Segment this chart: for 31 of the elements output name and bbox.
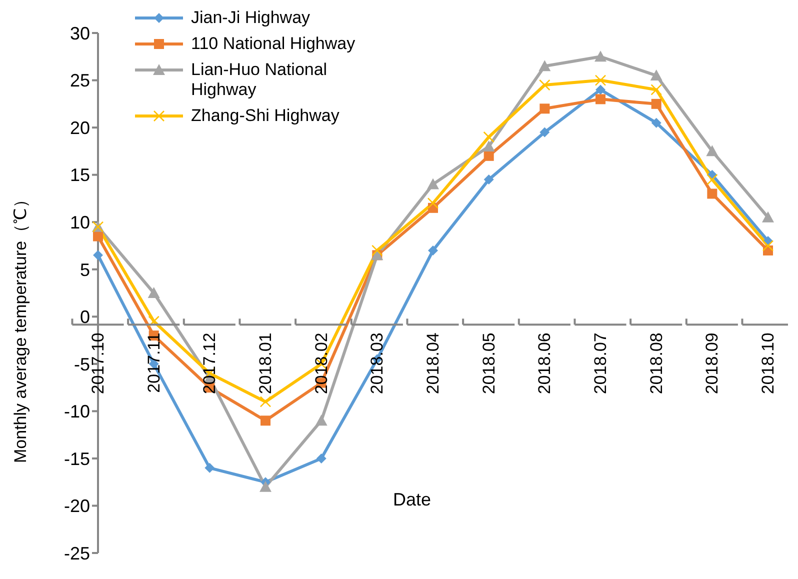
y-axis-title: Monthly average temperature（℃） (11, 190, 30, 463)
x-axis-title: Date (393, 490, 432, 510)
legend-label: 110 National Highway (191, 34, 356, 54)
x-tick-label: 2018.06 (535, 332, 554, 394)
x-tick-label: 2018.07 (591, 332, 610, 394)
legend-label: Lian-Huo National Highway (191, 60, 328, 100)
y-tick-label: 15 (70, 165, 90, 186)
y-tick-label: -25 (64, 543, 90, 564)
x-tick-label: 2018.02 (312, 332, 331, 394)
x-tick-label: 2018.04 (424, 332, 442, 394)
x-tick-label: 2018.09 (702, 332, 722, 394)
y-tick-label: 25 (70, 70, 90, 91)
x-tick-label: 2018.10 (758, 332, 778, 394)
y-tick-label: -15 (64, 448, 90, 469)
legend-label: Zhang-Shi Highway (191, 106, 340, 126)
x-tick-label: 2017.12 (200, 332, 220, 394)
y-tick-label: 30 (70, 23, 90, 44)
x-tick-label: 2018.01 (256, 332, 275, 394)
y-tick-label: 10 (70, 212, 90, 232)
y-tick-label: 5 (80, 260, 90, 280)
x-tick-label: 2018.08 (646, 332, 666, 394)
y-tick-label: 20 (70, 118, 90, 138)
x-tick-label: 2017.10 (88, 332, 108, 394)
y-tick-label: -10 (64, 402, 90, 422)
y-tick-label: -20 (64, 496, 90, 516)
x-tick-label: 2017.11 (144, 332, 164, 393)
y-tick-label: -5 (74, 354, 90, 374)
legend-label: Jian-Ji Highway (191, 8, 310, 28)
x-tick-label: 2018.03 (368, 332, 387, 394)
y-tick-label: 0 (80, 307, 90, 328)
x-tick-label: 2018.05 (479, 332, 498, 394)
